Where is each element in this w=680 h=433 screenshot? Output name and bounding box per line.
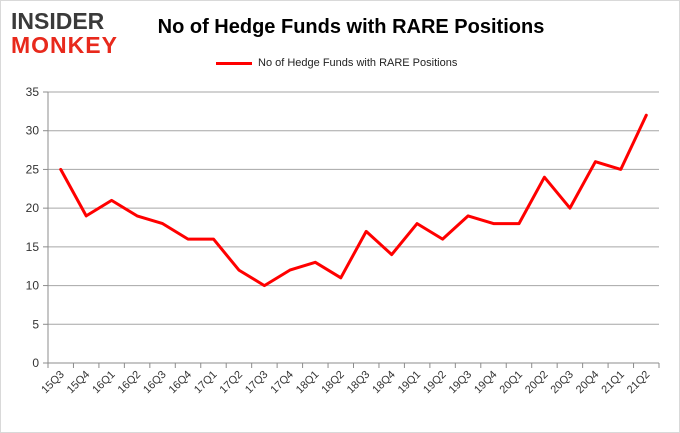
insider-monkey-logo: INSIDER MONKEY [11,9,129,59]
x-tick-label: 17Q4 [268,369,296,397]
x-tick-label: 20Q3 [548,369,576,397]
x-tick-label: 18Q4 [370,369,398,397]
chart-legend: No of Hedge Funds with RARE Positions [216,54,457,72]
y-tick-label: 30 [26,124,40,138]
x-tick-label: 18Q2 [319,369,347,397]
x-tick-label: 15Q3 [39,369,67,397]
x-tick-label: 17Q1 [192,369,220,397]
x-tick-label: 19Q3 [447,369,475,397]
legend-swatch [216,61,252,65]
logo-line-2: MONKEY [11,32,118,58]
legend-label: No of Hedge Funds with RARE Positions [258,57,458,69]
x-tick-label: 17Q3 [243,369,271,397]
x-tick-label: 16Q3 [141,369,169,397]
x-tick-label: 17Q2 [218,369,246,397]
x-tick-label: 19Q4 [472,369,500,397]
x-tick-label: 16Q4 [167,369,195,397]
y-tick-label: 5 [32,317,39,331]
x-tick-label: 19Q1 [396,369,424,397]
y-tick-label: 15 [26,240,40,254]
logo-line-1: INSIDER [11,8,105,34]
y-tick-label: 35 [26,85,40,99]
x-tick-label: 18Q1 [294,369,322,397]
x-tick-label: 15Q4 [65,369,93,397]
y-tick-label: 20 [26,201,40,215]
y-tick-label: 0 [32,356,39,370]
x-tick-label: 21Q1 [599,369,627,397]
x-tick-label: 16Q2 [116,369,144,397]
chart-title: No of Hedge Funds with RARE Positions [157,16,545,38]
series-line [59,113,648,288]
y-tick-label: 25 [26,162,40,176]
x-tick-label: 20Q2 [523,369,551,397]
x-tick-label: 21Q2 [625,369,653,397]
x-tick-label: 20Q1 [498,369,526,397]
x-tick-label: 16Q1 [90,369,118,397]
x-tick-label: 20Q4 [574,369,602,397]
x-tick-label: 19Q2 [421,369,449,397]
y-tick-label: 10 [26,279,40,293]
x-tick-label: 18Q3 [345,369,373,397]
